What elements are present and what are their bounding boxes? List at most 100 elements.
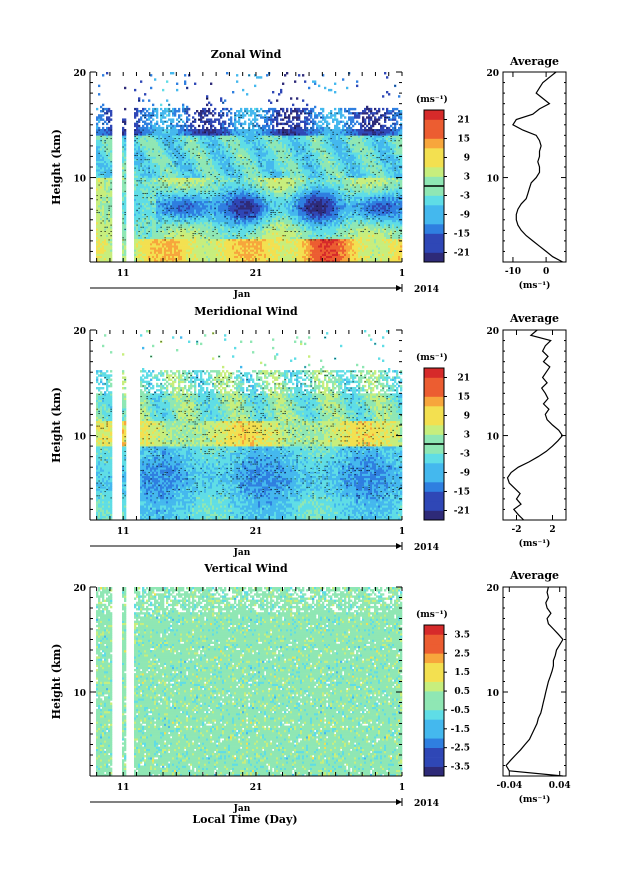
vertical-colorbar-segment <box>424 700 444 711</box>
meridional-colorbar-tick-label: -15 <box>454 488 470 498</box>
meridional-heatmap <box>96 330 403 521</box>
zonal-average-profile: Average 10 20 -10 0 (ms⁻¹) <box>486 55 567 291</box>
meridional-profile-frame <box>502 329 567 521</box>
zonal-colorbar-segment <box>424 138 444 149</box>
zonal-heatmap <box>96 72 403 263</box>
vertical-colorbar-tick-label: -3.5 <box>451 763 470 773</box>
vertical-y-tick-label: 10 <box>73 689 86 699</box>
zonal-year-label: 2014 <box>414 285 439 295</box>
meridional-colorbar-segment <box>424 415 444 426</box>
zonal-colorbar-segment <box>424 243 444 253</box>
vertical-profile-x-tick-label: -0.04 <box>496 781 522 791</box>
meridional-colorbar-segment <box>424 406 444 416</box>
vertical-colorbar-segment <box>424 709 444 720</box>
vertical-colorbar-segment <box>424 728 444 739</box>
vertical-x-tick-label: 21 <box>250 783 263 793</box>
zonal-colorbar-tick-label: -3 <box>460 192 470 202</box>
meridional-colorbar-segment <box>424 491 444 502</box>
zonal-profile-line <box>512 71 563 263</box>
meridional-x-tick-label: 1 <box>399 527 405 537</box>
zonal-colorbar-segment <box>424 214 444 225</box>
vertical-colorbar-segment <box>424 719 444 730</box>
zonal-x-tick-label: 21 <box>250 269 263 279</box>
vertical-colorbar-segment <box>424 766 444 777</box>
vertical-colorbar-segment <box>424 681 444 692</box>
meridional-profile-line <box>506 329 564 521</box>
meridional-profile-x-tick-label: -2 <box>512 525 522 535</box>
meridional-colorbar-segment <box>424 368 444 378</box>
common-xlabel: Local Time (Day) <box>192 813 297 826</box>
vertical-average-profile: Average 10 20 -0.04 0.04 (ms⁻¹) <box>486 569 570 805</box>
meridional-colorbar-tick-label: 21 <box>457 374 470 384</box>
vertical-colorbar-unit: (ms⁻¹) <box>416 609 448 620</box>
vertical-x-tick-label: 11 <box>117 783 130 793</box>
zonal-colorbar-segment <box>424 148 444 158</box>
vertical-colorbar-segment <box>424 643 444 654</box>
meridional-colorbar-tick-label: -9 <box>460 469 470 479</box>
vertical-colorbar-tick-label: 0.5 <box>454 687 470 697</box>
meridional-profile-xlabel: (ms⁻¹) <box>519 538 551 549</box>
zonal-y-tick-label: 20 <box>73 69 86 79</box>
meridional-profile-y-tick-label: 10 <box>486 433 499 443</box>
zonal-colorbar-tick-label: 3 <box>464 173 470 183</box>
meridional-colorbar-segment <box>424 396 444 407</box>
meridional-colorbar-segment <box>424 453 444 464</box>
vertical-colorbar-segment <box>424 625 444 635</box>
meridional-average-profile: Average 10 20 -2 2 (ms⁻¹) <box>486 312 567 549</box>
meridional-colorbar: (ms⁻¹) 21 15 9 3 -3 -9 -15 -21 <box>416 352 470 521</box>
meridional-colorbar-segment <box>424 434 444 445</box>
vertical-heatmap <box>96 587 403 777</box>
zonal-y-tick-label: 10 <box>73 175 86 185</box>
zonal-profile-y-tick-label: 20 <box>486 69 499 79</box>
meridional-profile-x-tick-label: 2 <box>549 525 555 535</box>
zonal-profile-xlabel: (ms⁻¹) <box>519 280 551 291</box>
zonal-colorbar-segment <box>424 167 444 177</box>
meridional-year-label: 2014 <box>414 543 439 553</box>
zonal-colorbar-segment <box>424 186 444 196</box>
vertical-profile-x-tick-label: 0.04 <box>549 781 571 791</box>
vertical-year-label: 2014 <box>414 799 439 809</box>
vertical-colorbar-segment <box>424 672 444 682</box>
zonal-profile-title: Average <box>509 55 559 68</box>
meridional-colorbar-segment <box>424 472 444 483</box>
zonal-month-label: Jan <box>233 290 251 300</box>
zonal-ylabel: Height (km) <box>50 129 63 205</box>
meridional-colorbar-tick-label: 9 <box>464 412 470 422</box>
meridional-x-tick-label: 11 <box>117 527 130 537</box>
meridional-profile-title: Average <box>509 312 559 325</box>
vertical-colorbar: (ms⁻¹) 3.5 2.5 1.5 0.5 -0.5 -1.5 -2.5 -3.5 <box>416 609 470 777</box>
zonal-x-tick-label: 11 <box>117 269 130 279</box>
zonal-colorbar-segment <box>424 110 444 120</box>
vertical-panel: Vertical Wind 10 20 Height (km) 11 21 1 Jan 2014… <box>50 562 571 814</box>
meridional-colorbar-tick-label: -3 <box>460 450 470 460</box>
vertical-colorbar-segment <box>424 653 444 664</box>
zonal-colorbar-tick-label: 9 <box>464 154 470 164</box>
zonal-colorbar-tick-label: -21 <box>454 249 470 259</box>
meridional-colorbar-segment <box>424 510 444 521</box>
vertical-colorbar-tick-label: 3.5 <box>454 630 470 640</box>
vertical-profile-line <box>505 586 564 777</box>
vertical-profile-y-tick-label: 10 <box>486 689 499 699</box>
zonal-colorbar-segment <box>424 119 444 130</box>
zonal-profile-x-tick-label: 0 <box>543 267 549 277</box>
meridional-colorbar-tick-label: 3 <box>464 431 470 441</box>
meridional-colorbar-segment <box>424 463 444 473</box>
vertical-title: Vertical Wind <box>203 562 288 575</box>
zonal-profile-frame <box>502 71 567 263</box>
zonal-panel: Zonal Wind 10 20 Height (km) 11 21 1 Jan 2014 (ms… <box>50 48 567 300</box>
meridional-title: Meridional Wind <box>194 305 298 318</box>
vertical-colorbar-tick-label: -1.5 <box>451 725 470 735</box>
vertical-ylabel: Height (km) <box>50 644 63 720</box>
vertical-profile-frame <box>502 586 567 777</box>
zonal-colorbar-segment <box>424 129 444 139</box>
meridional-colorbar-segment <box>424 387 444 397</box>
zonal-colorbar-tick-label: -9 <box>460 211 470 221</box>
zonal-colorbar-unit: (ms⁻¹) <box>416 94 448 105</box>
meridional-profile-y-tick-label: 20 <box>486 327 499 337</box>
meridional-colorbar-tick-label: -21 <box>454 507 470 517</box>
meridional-colorbar-segment <box>424 377 444 388</box>
meridional-month-label: Jan <box>233 548 251 558</box>
meridional-y-tick-label: 10 <box>73 433 86 443</box>
meridional-colorbar-tick-label: 15 <box>457 393 470 403</box>
meridional-y-tick-label: 20 <box>73 327 86 337</box>
